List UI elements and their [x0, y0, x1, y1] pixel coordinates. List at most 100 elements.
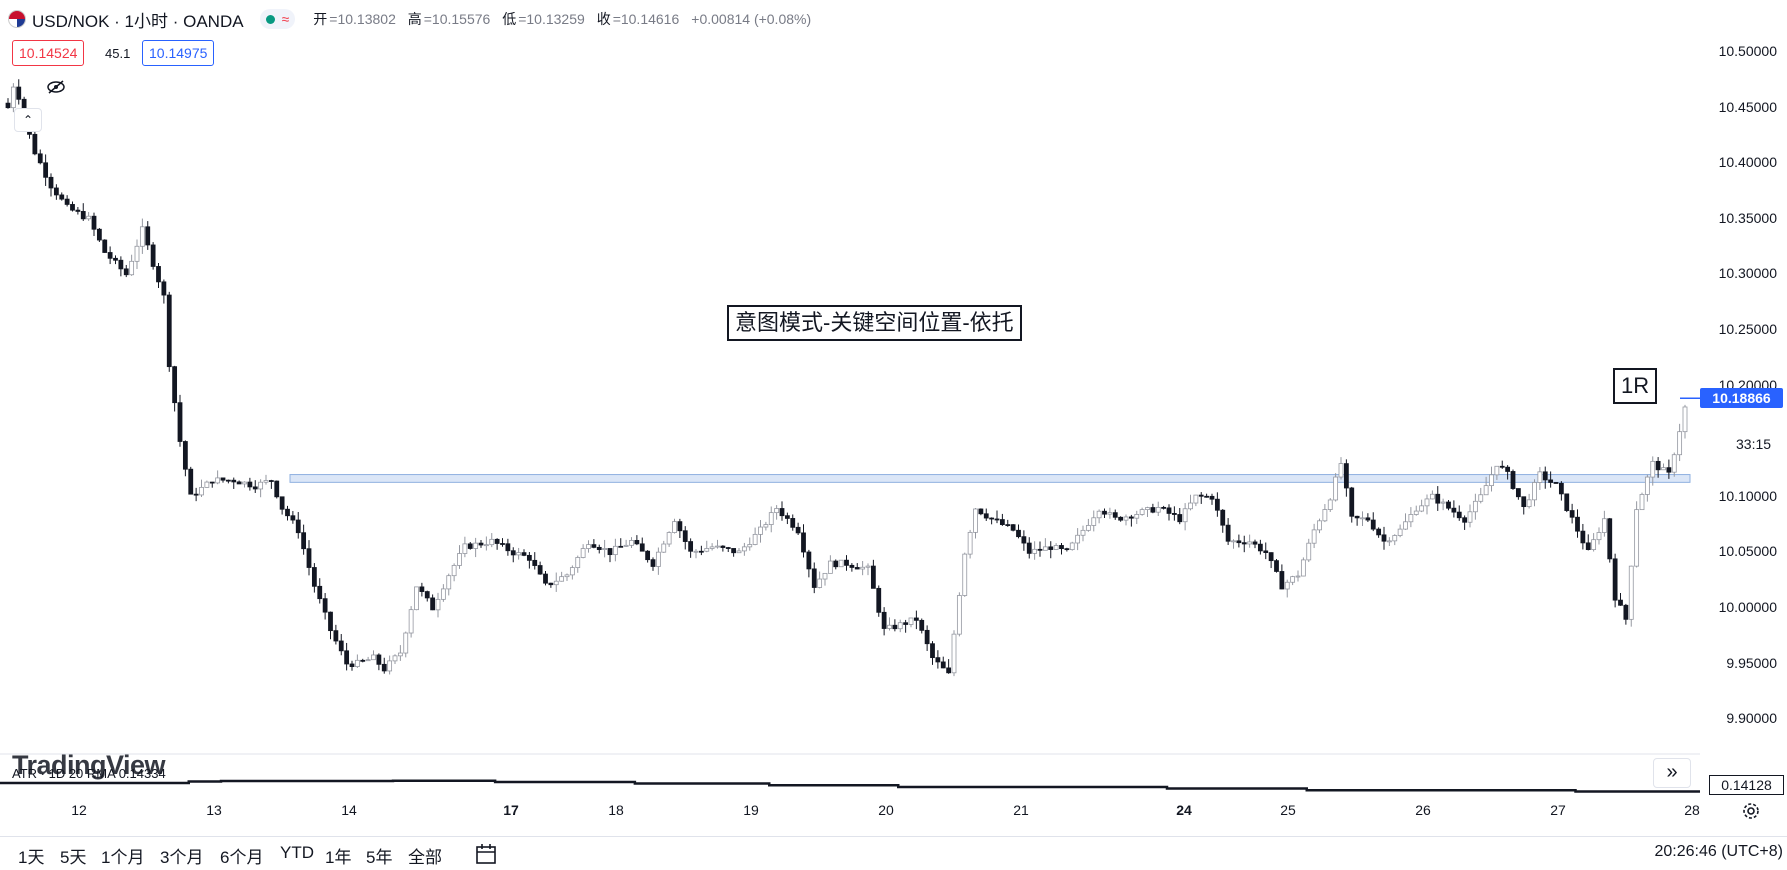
candle-body — [263, 480, 269, 483]
candle-body — [586, 544, 591, 549]
candle-body — [1456, 511, 1462, 519]
candle-body — [306, 548, 312, 568]
candle-body — [16, 86, 22, 100]
eye-off-icon[interactable] — [46, 80, 66, 94]
candle-body — [1505, 466, 1511, 472]
candle-body — [129, 260, 135, 276]
candle-body — [247, 481, 253, 488]
chevron-up-icon[interactable]: ⌃ — [14, 108, 42, 132]
range-button[interactable]: 1个月 — [101, 848, 145, 867]
sell-price-button[interactable]: 10.14524 — [12, 40, 85, 66]
key-zone-rectangle[interactable] — [289, 474, 1691, 483]
candle-body — [1306, 542, 1312, 561]
range-button[interactable]: 6个月 — [220, 848, 264, 867]
candle-body — [48, 176, 54, 189]
range-button[interactable]: 1年 — [325, 848, 352, 867]
candle-body — [806, 551, 812, 570]
candle-body — [629, 540, 634, 546]
candle-body — [844, 559, 849, 566]
candle-body — [865, 565, 871, 568]
candle-body — [70, 204, 75, 211]
candle-body — [1419, 505, 1425, 512]
candle-body — [704, 548, 710, 552]
candle-body — [1274, 560, 1279, 572]
candle-body — [494, 538, 500, 544]
candle-body — [1053, 545, 1059, 550]
candle-body — [634, 540, 640, 545]
candle-body — [37, 153, 43, 164]
market-status-pill[interactable]: ≈ — [259, 9, 296, 29]
candle-body — [935, 657, 941, 663]
range-button[interactable]: YTD — [280, 843, 314, 862]
clock[interactable]: 20:26:46 (UTC+8) — [1654, 843, 1783, 860]
gear-icon[interactable] — [1740, 800, 1762, 822]
candle-body — [1424, 498, 1430, 507]
candle-body — [134, 245, 140, 262]
atr-name: ATR · 1D 20 RMA — [12, 766, 116, 781]
text-annotation[interactable]: 意图模式-关键空间位置-依托 — [727, 305, 1022, 341]
symbol-title[interactable]: USD/NOK · 1小时 · OANDA — [32, 11, 244, 31]
candle-body — [387, 660, 393, 672]
time-tick-label: 28 — [1684, 802, 1700, 818]
candle-body — [478, 542, 484, 546]
candle-body — [1150, 507, 1156, 513]
candle-body — [1182, 508, 1188, 523]
candle-body — [768, 512, 774, 525]
range-button[interactable]: 全部 — [408, 848, 442, 867]
candle-body — [252, 486, 258, 490]
buy-price-button[interactable]: 10.14975 — [142, 40, 215, 66]
range-button[interactable]: 5年 — [366, 848, 393, 867]
candle-body — [107, 252, 113, 259]
candle-body — [1317, 520, 1322, 531]
candle-body — [483, 544, 489, 547]
price-axis[interactable]: 10.50000 10.45000 10.40000 10.35000 10.30000… — [1700, 0, 1787, 760]
tradingview-logo[interactable]: TradingView — [12, 750, 166, 780]
candle-body — [231, 479, 237, 483]
candle-body — [1209, 495, 1215, 500]
candle-body — [457, 553, 462, 566]
candle-body — [1257, 543, 1263, 552]
candle-body — [376, 654, 382, 665]
candle-body — [973, 508, 978, 533]
candle-body — [1403, 521, 1408, 530]
double-chevron-right-icon[interactable]: » — [1653, 758, 1691, 788]
candle-body — [1333, 476, 1339, 501]
candle-body — [1091, 517, 1097, 526]
candle-body — [1042, 546, 1048, 551]
candle-body — [736, 550, 742, 554]
candle-body — [1601, 518, 1607, 533]
candle-body — [580, 548, 586, 558]
price-tick-label: 9.90000 — [1726, 710, 1777, 727]
candle-body — [715, 545, 720, 548]
candle-body — [1279, 571, 1285, 590]
candle-body — [1607, 518, 1613, 560]
candle-body — [516, 552, 522, 556]
candle-body — [365, 659, 371, 662]
atr-line — [0, 779, 1700, 793]
candle-body — [1059, 545, 1064, 550]
range-button[interactable]: 3个月 — [160, 848, 204, 867]
candle-body — [317, 585, 323, 600]
candle-body — [1569, 510, 1575, 518]
candle-body — [1096, 510, 1102, 519]
candle-body — [1558, 482, 1564, 495]
price-tick-label: 10.45000 — [1718, 98, 1777, 115]
time-tick-label: 20 — [878, 802, 894, 818]
price-chart[interactable] — [0, 0, 1700, 800]
candle-body — [145, 226, 151, 246]
atr-legend: ATR · 1D 20 RMA 0.14334 — [12, 766, 166, 781]
candle-body — [758, 526, 763, 535]
1r-tag[interactable]: 1R — [1613, 368, 1658, 404]
calendar-icon[interactable] — [474, 843, 498, 865]
time-tick-label: 12 — [71, 802, 87, 818]
range-button[interactable]: 1天 — [18, 848, 45, 867]
candle-body — [1322, 509, 1328, 522]
range-button[interactable]: 5天 — [60, 848, 87, 867]
candle-body — [1591, 539, 1597, 551]
candle-body — [285, 508, 290, 517]
price-tick-label: 10.10000 — [1718, 487, 1777, 504]
candle-body — [225, 479, 231, 482]
time-tick-label: 13 — [206, 802, 222, 818]
candle-body — [1526, 499, 1532, 508]
candle-body — [53, 187, 59, 196]
